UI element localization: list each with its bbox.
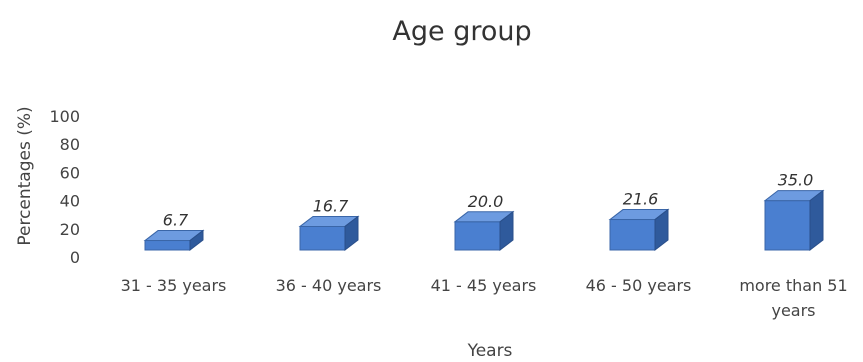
- y-tick-label: 20: [60, 220, 80, 239]
- category-label: more than 51: [739, 276, 847, 295]
- bar: [143, 229, 205, 252]
- y-axis-title: Percentages (%): [15, 106, 35, 245]
- data-labels: 6.7 16.7 20.0 21.6 35.0: [163, 171, 814, 230]
- y-tick-label: 100: [49, 107, 80, 126]
- data-label: 21.6: [623, 190, 659, 209]
- category-labels: 31 - 35 years 36 - 40 years 41 - 45 years 4…: [121, 276, 848, 320]
- bar: [763, 189, 825, 252]
- bar: [608, 208, 670, 252]
- category-label: 46 - 50 years: [586, 276, 692, 295]
- y-tick-label: 80: [60, 135, 80, 154]
- bar: [453, 210, 515, 252]
- data-label: 20.0: [468, 192, 504, 211]
- category-label: years: [771, 301, 815, 320]
- category-label: 41 - 45 years: [431, 276, 537, 295]
- y-tick-label: 60: [60, 163, 80, 182]
- data-label: 16.7: [313, 196, 349, 215]
- bars: [143, 189, 825, 252]
- y-axis-ticks: 0 20 40 60 80 100: [49, 107, 80, 267]
- category-label: 36 - 40 years: [276, 276, 382, 295]
- category-label: 31 - 35 years: [121, 276, 227, 295]
- y-tick-label: 0: [70, 248, 80, 267]
- bar: [298, 215, 360, 252]
- data-label: 35.0: [778, 171, 814, 190]
- x-axis-title: Years: [467, 341, 513, 361]
- data-label: 6.7: [163, 211, 189, 230]
- chart-title: Age group: [392, 16, 531, 47]
- y-tick-label: 40: [60, 192, 80, 211]
